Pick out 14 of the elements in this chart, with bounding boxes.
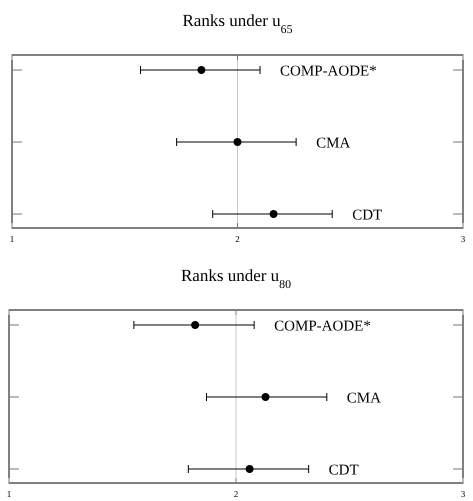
x-tick-label: 1 bbox=[10, 234, 14, 244]
y-tick-label: CDT bbox=[328, 462, 359, 478]
chart-title: Ranks under u$_{65}$ bbox=[182, 11, 293, 36]
y-tick-label: COMP-AODE* bbox=[274, 318, 371, 334]
y-tick-label: CDT bbox=[352, 207, 382, 224]
chart-title: Ranks under u$_{80}$ bbox=[180, 266, 292, 291]
x-tick-label: 2 bbox=[234, 489, 238, 499]
y-tick-label: COMP-AODE* bbox=[280, 63, 377, 80]
x-tick-label: 3 bbox=[460, 234, 466, 244]
x-tick-label: 3 bbox=[460, 489, 466, 499]
y-tick-label: CMA bbox=[346, 390, 382, 406]
x-tick-label: 1 bbox=[6, 489, 12, 499]
y-tick-label: CMA bbox=[316, 135, 350, 152]
x-tick-label: 2 bbox=[235, 234, 240, 244]
